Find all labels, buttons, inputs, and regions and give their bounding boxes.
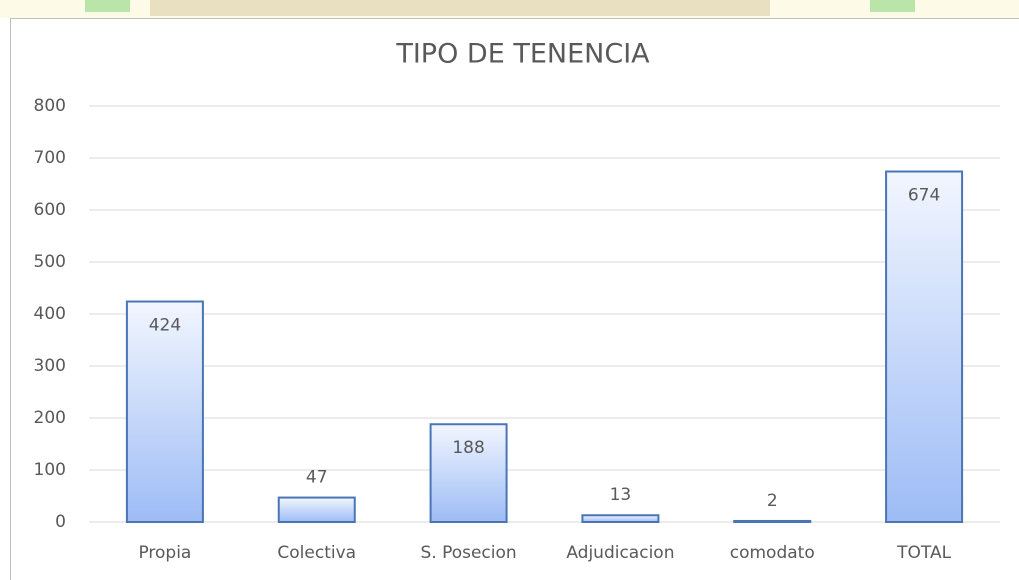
data-label: 674	[908, 186, 940, 206]
data-label: 188	[452, 438, 484, 458]
bar	[277, 496, 356, 523]
x-tick-label: Propia	[138, 543, 191, 563]
banner-decoration	[85, 0, 130, 12]
y-tick-label: 200	[34, 408, 66, 428]
bar	[429, 423, 508, 523]
y-tick-label: 500	[34, 252, 66, 272]
x-tick-label: Adjudicacion	[566, 543, 674, 563]
data-label: 13	[610, 485, 632, 505]
data-label: 47	[306, 468, 328, 488]
banner-decoration	[870, 0, 915, 12]
bar	[733, 519, 812, 524]
bar	[125, 300, 204, 523]
x-tick-label: comodato	[730, 543, 815, 563]
y-tick-label: 800	[34, 96, 66, 116]
data-label: 424	[149, 316, 181, 336]
y-tick-label: 300	[34, 356, 66, 376]
x-tick-label: Colectiva	[277, 543, 356, 563]
y-tick-label: 0	[55, 512, 66, 532]
chart-title: TIPO DE TENENCIA	[395, 39, 650, 70]
x-tick-label: S. Posecion	[420, 543, 516, 563]
y-tick-label: 400	[34, 304, 66, 324]
y-tick-label: 700	[34, 148, 66, 168]
y-tick-label: 100	[34, 460, 66, 480]
bar	[581, 514, 660, 523]
banner-decoration	[150, 0, 770, 16]
y-tick-label: 600	[34, 200, 66, 220]
data-label: 2	[767, 491, 778, 511]
x-tick-label: TOTAL	[896, 543, 951, 563]
bar	[885, 170, 964, 524]
